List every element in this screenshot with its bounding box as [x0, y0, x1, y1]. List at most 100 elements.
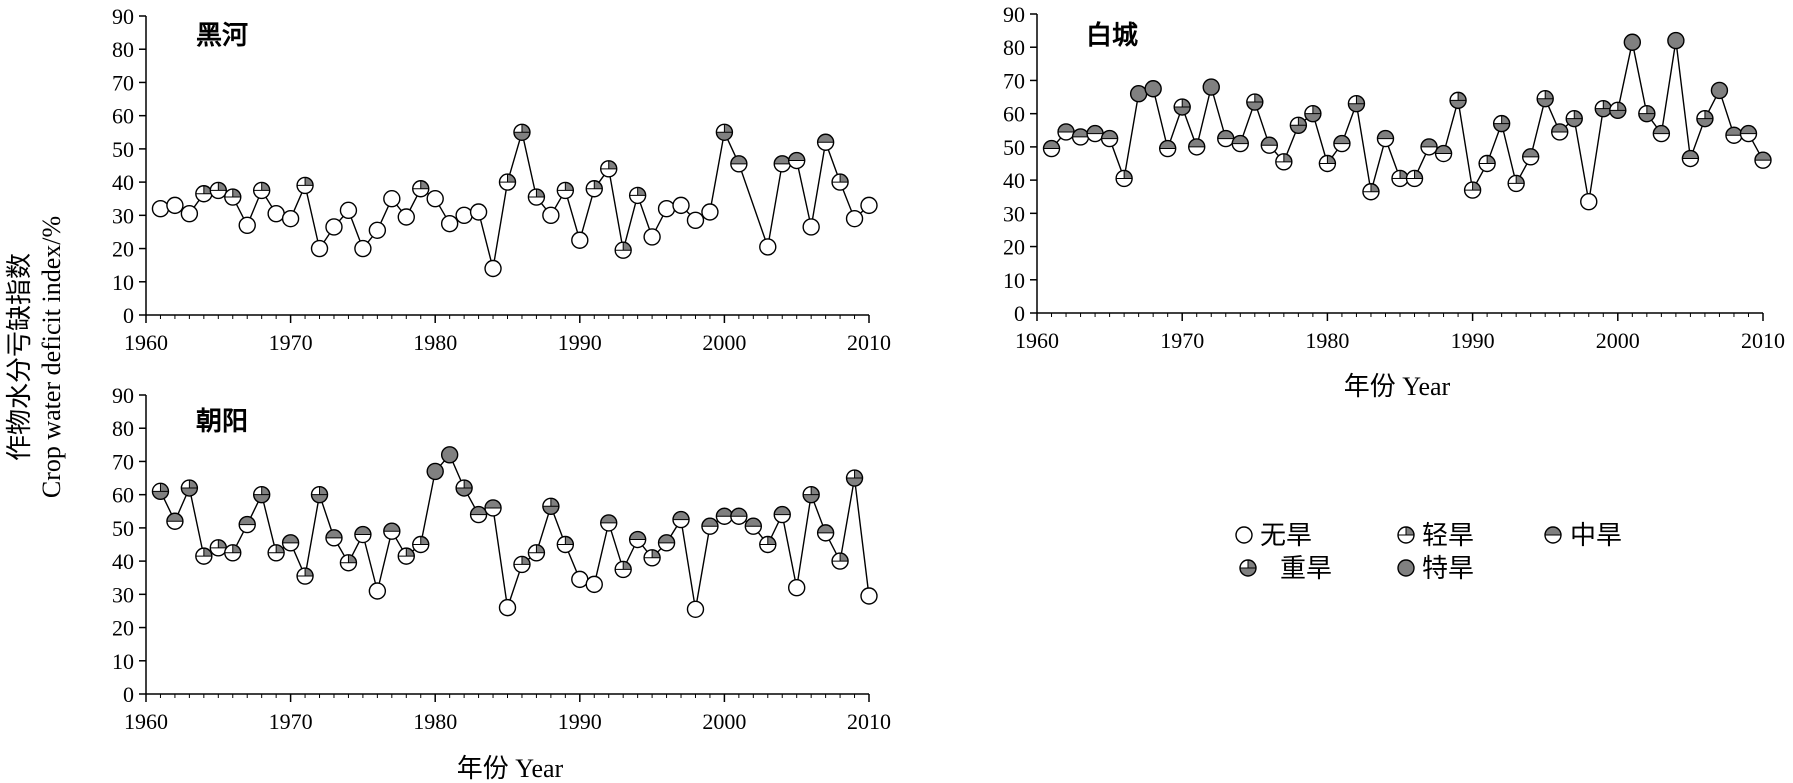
x-tick-label: 1990	[558, 709, 602, 734]
y-tick-label: 50	[112, 137, 134, 162]
data-points	[1042, 31, 1772, 211]
data-point	[1115, 169, 1133, 188]
legend-symbol	[1544, 526, 1562, 544]
x-tick-label: 1980	[413, 330, 457, 355]
data-point	[672, 196, 690, 215]
data-point	[484, 259, 502, 278]
y-axis-label-en: Crop water deficit index/%	[37, 216, 66, 498]
data-point	[542, 497, 560, 515]
data-point	[1100, 129, 1119, 148]
data-point	[469, 203, 488, 221]
y-tick-label: 0	[123, 303, 134, 328]
data-point	[1420, 138, 1438, 156]
legend-symbol	[1397, 526, 1415, 544]
data-point	[1710, 81, 1729, 100]
data-point	[556, 535, 575, 554]
y-tick-label: 20	[112, 237, 134, 262]
data-point	[166, 196, 184, 215]
legend-label: 特旱	[1422, 554, 1474, 584]
data-point	[195, 547, 213, 565]
data-point	[1188, 138, 1206, 156]
data-point	[513, 555, 531, 574]
data-point	[1609, 101, 1627, 120]
data-point	[426, 462, 444, 481]
data-point	[513, 123, 531, 141]
legend-item-severe: 重旱	[1239, 554, 1332, 584]
x-axis-label: 年份 Year	[1344, 372, 1451, 401]
legend-marker	[1239, 559, 1257, 577]
data-point	[412, 180, 430, 198]
data-point	[527, 544, 546, 562]
data-point	[643, 549, 661, 567]
panel-title: 朝阳	[196, 406, 248, 437]
data-point	[759, 535, 777, 554]
data-point	[195, 185, 213, 203]
data-point	[296, 176, 314, 195]
data-point	[252, 485, 271, 504]
data-point	[1463, 181, 1482, 199]
data-point	[368, 221, 387, 239]
y-tick-label: 40	[112, 549, 134, 574]
data-point	[1478, 154, 1496, 173]
data-point	[1260, 136, 1279, 154]
data-point	[426, 190, 444, 208]
y-tick-label: 10	[112, 270, 134, 295]
data-point	[397, 547, 415, 565]
data-point	[1057, 123, 1075, 141]
data-point	[1347, 94, 1366, 113]
data-point	[715, 123, 734, 141]
x-tick-label: 1970	[269, 709, 313, 734]
data-point	[310, 239, 329, 258]
data-point	[1754, 151, 1772, 169]
data-point	[744, 517, 763, 535]
data-point	[267, 204, 285, 223]
data-point	[296, 567, 314, 585]
data-point	[730, 155, 748, 173]
data-point	[831, 173, 849, 191]
data-point	[469, 505, 488, 524]
data-point	[701, 203, 719, 221]
data-point	[1391, 169, 1409, 188]
data-point	[1144, 80, 1162, 98]
data-point	[1739, 124, 1758, 143]
data-points	[151, 446, 878, 618]
y-tick-label: 90	[1003, 2, 1025, 27]
data-point	[180, 204, 199, 223]
legend-item-moderate: 中旱	[1544, 521, 1622, 551]
data-point	[325, 529, 343, 547]
y-tick-label: 30	[112, 203, 134, 228]
x-tick-label: 2000	[702, 330, 746, 355]
legend-marker	[1544, 526, 1562, 544]
legend-symbol	[1235, 526, 1253, 544]
chart-panel-chaoyang: 朝阳 年份 Year 0 10 20 30 40 50 60 70 80 90 1960 1970 19…	[112, 383, 891, 783]
data-point	[209, 181, 228, 200]
data-point	[1333, 134, 1351, 153]
data-point	[339, 554, 358, 572]
data-point	[571, 231, 589, 249]
y-tick-label: 30	[1003, 201, 1025, 226]
legend-label: 中旱	[1570, 521, 1622, 551]
data-point	[1536, 90, 1554, 108]
y-tick-label: 70	[1003, 68, 1025, 93]
y-tick-label: 0	[123, 682, 134, 707]
data-point	[1565, 109, 1583, 128]
legend: 无旱 轻旱 中旱 重旱 特旱	[1235, 521, 1622, 584]
y-tick-label: 10	[1003, 268, 1025, 293]
data-point	[1434, 144, 1453, 163]
data-point	[802, 485, 820, 504]
y-tick-label: 50	[112, 516, 134, 541]
y-tick-label: 40	[112, 170, 134, 195]
data-point	[1507, 174, 1525, 193]
data-point	[440, 214, 459, 233]
data-point	[1042, 139, 1061, 158]
data-point	[1202, 78, 1220, 96]
axes: 0 10 20 30 40 50 60 70 80 90 1960 1970 1980 1990 2000 2…	[112, 4, 891, 355]
data-point	[455, 479, 473, 497]
y-tick-label: 80	[112, 416, 134, 441]
y-tick-label: 50	[1003, 135, 1025, 160]
data-point	[1667, 31, 1685, 50]
y-tick-label: 20	[112, 616, 134, 641]
data-point	[1362, 183, 1380, 201]
legend-item-extreme: 特旱	[1397, 554, 1474, 584]
data-point	[614, 241, 632, 259]
